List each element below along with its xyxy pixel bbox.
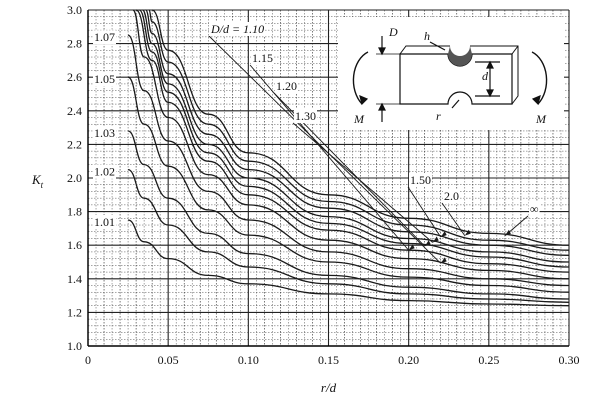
inset-label: h	[424, 29, 430, 43]
series-label: 1.50	[410, 173, 431, 187]
series-label: D/d = 1.10	[210, 22, 264, 36]
series-label-bg	[93, 30, 116, 45]
inset-label: M	[535, 112, 547, 126]
series-line	[132, 9, 570, 280]
x-tick-label: 0.10	[238, 353, 259, 367]
series-line	[141, 9, 570, 263]
curve-labels: D/d = 1.10 1.151.20 1.30 1.50 2.0 ∞ 1.07 1.05 1.…	[93, 22, 540, 229]
leader-arrow	[424, 240, 431, 247]
r-leader	[451, 99, 460, 109]
series-label-bg	[209, 22, 266, 36]
notch-shade-top	[448, 46, 472, 66]
series-line	[138, 9, 570, 268]
label-leader	[441, 202, 466, 236]
series-label-bg	[93, 72, 116, 87]
series-line	[127, 130, 570, 300]
y-tick-label: 2.2	[67, 137, 82, 151]
series-line	[135, 9, 570, 273]
series-label-bg	[529, 202, 540, 216]
leader-arrow	[440, 257, 447, 264]
label-leader	[407, 186, 442, 238]
arrow-d-down	[486, 89, 494, 98]
series-label: 1.01	[94, 215, 115, 229]
series-label: 1.30	[295, 109, 316, 123]
series-label: ∞	[530, 202, 539, 216]
leader-arrow	[504, 229, 511, 236]
y-tick-label: 1.2	[67, 305, 82, 319]
series-line	[145, 9, 570, 256]
series-label-bg	[93, 125, 116, 140]
h-leader	[429, 41, 446, 51]
series-label-bg	[409, 173, 432, 187]
x-tick-label: 0.30	[559, 353, 580, 367]
series-label: 1.03	[94, 126, 115, 140]
y-tick-label: 2.4	[67, 104, 82, 118]
axes: 0 0.05 0.10 0.15 0.20 0.25 0.30 1.0 1.2 1.4 1.6 1.8…	[31, 3, 580, 395]
series-label: 1.05	[94, 72, 115, 86]
series-label: 1.02	[94, 165, 115, 179]
y-tick-label: 1.6	[67, 238, 82, 252]
series-label-bg	[93, 164, 116, 179]
y-tick-label: 3.0	[67, 3, 82, 17]
y-tick-label: 2.8	[67, 37, 82, 51]
series-line	[127, 168, 570, 303]
series-line	[127, 219, 570, 307]
specimen-depth	[399, 45, 519, 105]
series-label-bg	[93, 215, 116, 229]
y-tick-label: 1.0	[67, 339, 82, 353]
inset-label: D	[388, 25, 398, 39]
series-label: 1.15	[252, 51, 273, 65]
curves	[127, 9, 570, 307]
y-tick-label: 1.8	[67, 205, 82, 219]
series-label: 1.20	[276, 79, 297, 93]
y-axis-label: Kt	[31, 172, 44, 190]
leader-arrow	[432, 236, 439, 243]
leader-arrow	[408, 244, 415, 251]
inset-label: d	[482, 69, 489, 83]
leader-arrow	[440, 231, 447, 238]
x-tick-label: 0.15	[318, 353, 339, 367]
inset-label: r	[436, 109, 441, 123]
inset-diagram	[352, 36, 548, 122]
x-tick-label: 0.25	[478, 353, 499, 367]
series-label-bg	[294, 109, 317, 123]
label-leader	[292, 122, 434, 243]
leader-arrow	[464, 229, 471, 236]
y-tick-label: 2.0	[67, 171, 82, 185]
moment-left	[352, 51, 369, 105]
x-tick-label: 0	[85, 353, 91, 367]
arrow-d-up	[486, 60, 494, 69]
series-line	[127, 34, 570, 287]
y-tick-label: 2.6	[67, 70, 82, 84]
y-tick-label: 1.4	[67, 272, 82, 286]
label-leaders	[208, 35, 529, 264]
series-label-bg	[275, 79, 298, 93]
series-label: 2.0	[444, 189, 459, 203]
series-line	[151, 9, 570, 246]
x-axis-label: r/d	[321, 380, 337, 395]
y-axis-label-sub: t	[41, 180, 44, 190]
series-line	[127, 76, 570, 293]
moment-right	[531, 51, 548, 105]
series-line	[148, 9, 570, 251]
inset-label: M	[353, 112, 365, 126]
series-label-bg	[443, 189, 460, 203]
series-label: 1.07	[94, 30, 115, 44]
x-tick-label: 0.20	[398, 353, 419, 367]
x-tick-label: 0.05	[158, 353, 179, 367]
series-label-bg	[251, 51, 274, 65]
